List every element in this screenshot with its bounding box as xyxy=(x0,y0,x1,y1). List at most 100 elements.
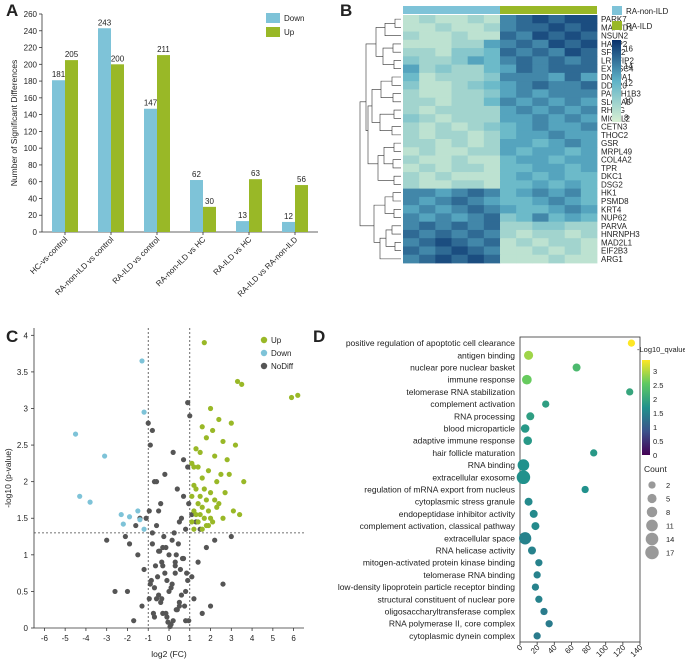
heatmap-cell xyxy=(435,64,452,74)
heatmap-cell xyxy=(548,81,566,90)
heatmap-cell xyxy=(548,39,566,49)
heatmap-row-label: PSMD8 xyxy=(601,197,629,206)
heatmap-cell xyxy=(532,229,549,239)
point-up xyxy=(199,526,205,532)
heatmap-cell xyxy=(532,72,549,82)
heatmap-cell xyxy=(516,180,533,189)
bar-down xyxy=(282,221,295,232)
heatmap-cell xyxy=(467,114,485,123)
heatmap-cell xyxy=(532,97,549,107)
heatmap-cell xyxy=(500,114,517,123)
colorbar-tick-label: 14 xyxy=(624,62,633,71)
heatmap-cell xyxy=(467,15,485,24)
x-tick-label: 4 xyxy=(250,634,255,643)
heatmap-cell xyxy=(516,172,533,181)
legend-label-ra-ild: RA-ILD xyxy=(626,22,652,31)
heatmap-cell xyxy=(483,48,501,57)
point-nodiff xyxy=(141,566,147,573)
heatmap-cell xyxy=(580,213,598,223)
heatmap-cell xyxy=(564,122,582,132)
heatmap-cell xyxy=(532,81,549,90)
x-tick-label: -2 xyxy=(124,634,132,643)
heatmap-cell xyxy=(483,180,501,189)
heatmap-cell xyxy=(483,89,501,99)
heatmap-cell xyxy=(451,155,469,165)
y-tick-label: 240 xyxy=(24,27,38,36)
heatmap-cell xyxy=(580,221,598,231)
heatmap-cell xyxy=(580,48,598,57)
heatmap-cell xyxy=(435,114,452,123)
x-tick-label: RA-ILD vs HC xyxy=(212,235,254,277)
go-term-label: mitogen-activated protein kinase binding xyxy=(363,558,515,568)
point-nodiff xyxy=(180,493,187,499)
heatmap-cell xyxy=(467,213,485,223)
heatmap-cell xyxy=(548,188,566,198)
heatmap-cell xyxy=(516,130,533,140)
point-nodiff xyxy=(167,623,173,630)
point-down xyxy=(87,499,93,505)
point-nodiff xyxy=(146,596,152,602)
heatmap-cell xyxy=(564,180,582,189)
heatmap-cell xyxy=(548,122,566,132)
bubble xyxy=(516,470,531,485)
heatmap-cell xyxy=(500,229,517,239)
heatmap-cell xyxy=(451,196,469,206)
heatmap-cell xyxy=(403,155,420,165)
bubble xyxy=(529,509,538,518)
heatmap-cell xyxy=(483,172,501,181)
point-nodiff xyxy=(151,585,158,591)
point-up xyxy=(222,490,228,496)
heatmap-cell xyxy=(419,163,436,173)
heatmap-cell xyxy=(419,188,436,198)
heatmap-cell xyxy=(419,97,436,107)
point-up xyxy=(191,526,197,532)
bubble xyxy=(531,522,540,531)
heatmap-cell xyxy=(580,89,598,99)
point-down xyxy=(118,511,124,518)
heatmap-cell xyxy=(483,72,501,82)
x-tick-label: HC-vs-control xyxy=(28,235,69,276)
heatmap-cell xyxy=(500,172,517,181)
point-up xyxy=(197,511,203,518)
legend-label-down: Down xyxy=(271,349,291,358)
point-nodiff xyxy=(104,537,110,543)
bubble xyxy=(523,436,533,446)
go-term-label: cytoplasmic dynein complex xyxy=(409,631,516,641)
heatmap-cell xyxy=(500,72,517,82)
go-term-label: oligosaccharyltransferase complex xyxy=(385,607,516,617)
heatmap-cell xyxy=(500,48,517,57)
heatmap-cell xyxy=(548,15,566,24)
x-tick-label: 20 xyxy=(529,643,542,656)
heatmap-cell xyxy=(564,72,582,82)
heatmap-cell xyxy=(435,15,452,24)
heatmap-cell xyxy=(435,238,452,247)
point-up xyxy=(212,497,218,503)
heatmap-cell xyxy=(403,122,420,132)
x-tick-label: 0 xyxy=(167,634,172,643)
point-up xyxy=(193,486,199,492)
bar-value-label: 211 xyxy=(157,45,170,54)
heatmap-cell xyxy=(419,155,436,165)
point-nodiff xyxy=(195,559,201,565)
point-up xyxy=(295,392,301,398)
point-nodiff xyxy=(157,548,163,554)
heatmap-cell xyxy=(467,64,485,74)
heatmap-row-label: NUP62 xyxy=(601,214,627,223)
heatmap-cell xyxy=(580,180,598,189)
heatmap-cell xyxy=(548,205,566,214)
x-tick-label: 2 xyxy=(208,634,213,643)
heatmap-cell xyxy=(483,97,501,107)
heatmap-cell xyxy=(564,221,582,231)
go-term-label: complement activation xyxy=(430,399,515,409)
heatmap-cell xyxy=(403,196,420,206)
size-legend-label: 5 xyxy=(666,495,670,504)
heatmap-cell xyxy=(483,105,501,115)
heatmap-cell xyxy=(483,122,501,132)
heatmap-row-label: MRPL49 xyxy=(601,147,633,156)
legend-swatch-ra-non-ild xyxy=(612,6,622,15)
point-nodiff xyxy=(187,413,193,419)
bar-value-label: 30 xyxy=(205,197,214,206)
heatmap-cell xyxy=(403,81,420,90)
heatmap-cell xyxy=(548,221,566,231)
heatmap-cell xyxy=(403,31,420,41)
